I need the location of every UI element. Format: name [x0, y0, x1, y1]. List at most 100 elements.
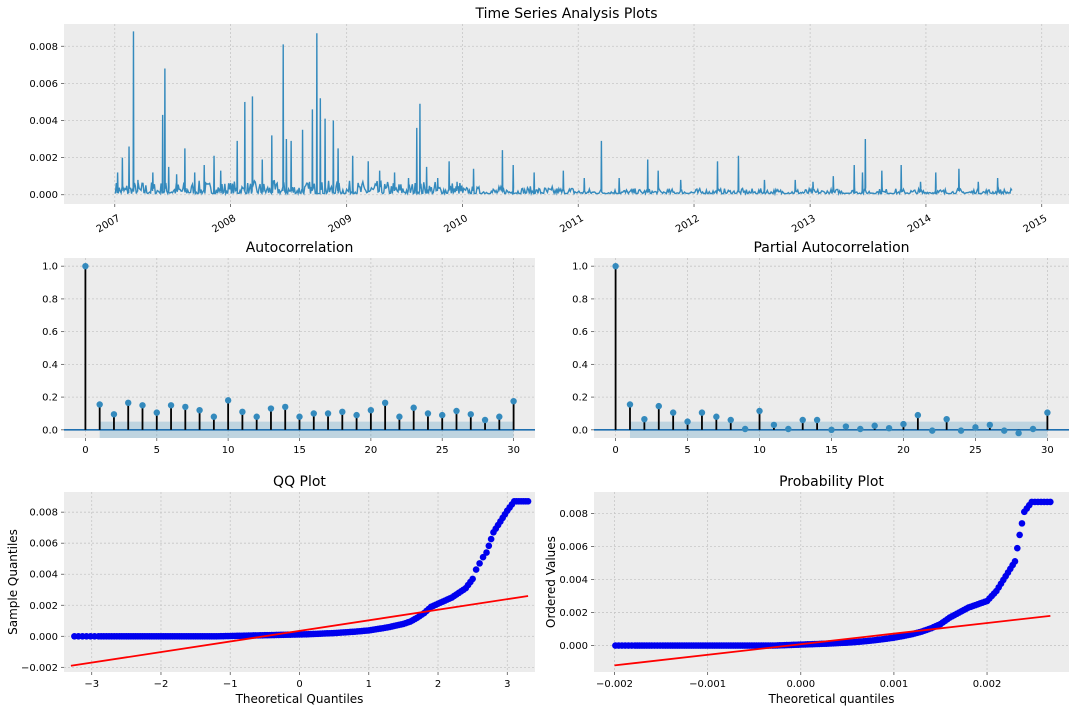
acf-marker	[296, 413, 303, 420]
acf-marker	[282, 403, 289, 411]
prob-xlabel: Theoretical quantiles	[767, 692, 894, 706]
acf-marker	[324, 410, 332, 417]
pacf-marker	[626, 401, 634, 408]
pacf-marker	[972, 424, 979, 431]
qq-ytick-label: −0.002	[21, 663, 58, 674]
pacf-marker	[1044, 409, 1051, 416]
prob-point	[1014, 544, 1021, 552]
acf-marker	[267, 405, 275, 412]
acf-title: Autocorrelation	[246, 240, 354, 256]
acf-marker	[396, 413, 403, 420]
qq-xtick-label: 0	[296, 679, 302, 690]
qq-xtick-label: −3	[84, 679, 99, 690]
ts-xtick-label: 2007	[95, 213, 123, 235]
pacf-xtick-label: 5	[684, 445, 690, 456]
pacf-marker	[1001, 427, 1008, 434]
acf-ytick-label: 0.0	[42, 425, 58, 436]
pacf-marker	[842, 423, 850, 430]
acf-ytick-label: 0.8	[42, 294, 58, 305]
ts-ytick-label: 0.000	[29, 190, 58, 201]
ts-xtick-label: 2009	[327, 213, 355, 235]
acf-marker	[167, 402, 175, 409]
qq-point	[524, 498, 532, 505]
prob-xtick-label: 0.001	[880, 679, 909, 690]
ts-xtick-label: 2015	[1022, 213, 1050, 235]
acf-marker	[339, 408, 346, 416]
pacf-marker	[1029, 425, 1037, 433]
pacf-xtick-label: 10	[753, 445, 766, 456]
pacf-marker	[741, 425, 749, 433]
ts-ytick-label: 0.008	[29, 42, 58, 53]
prob-ytick-label: 0.006	[559, 542, 588, 553]
acf-marker	[310, 410, 317, 417]
pacf-ytick-label: 0.0	[572, 425, 588, 436]
pacf-marker	[885, 424, 893, 432]
acf-marker	[381, 399, 389, 407]
ts-title: Time Series Analysis Plots	[474, 6, 657, 22]
pacf-title: Partial Autocorrelation	[753, 240, 909, 256]
qq-point	[472, 566, 480, 573]
prob-ytick-label: 0.008	[559, 509, 588, 520]
acf-marker	[367, 406, 375, 414]
acf-ytick-label: 0.4	[42, 360, 58, 371]
acf-xtick-label: 20	[364, 445, 377, 456]
pacf-marker	[799, 416, 806, 424]
prob-ylabel: Ordered Values	[544, 536, 558, 628]
pacf-marker	[986, 421, 994, 429]
ts-ytick-label: 0.006	[29, 79, 58, 90]
acf-marker	[96, 401, 103, 408]
qq-point	[487, 535, 495, 543]
acf-ytick-label: 0.2	[42, 393, 58, 404]
pacf-ytick-label: 0.4	[572, 360, 588, 371]
pacf-marker	[655, 402, 662, 410]
qq-point	[469, 575, 476, 583]
prob-ytick-label: 0.002	[559, 608, 588, 619]
pacf-ytick-label: 0.6	[572, 327, 588, 338]
qq-ytick-label: 0.008	[29, 508, 58, 519]
pacf-marker	[943, 415, 950, 423]
pacf-xtick-label: 15	[825, 445, 838, 456]
acf-ytick-label: 1.0	[42, 262, 58, 273]
prob-fit-line	[614, 614, 1051, 667]
pacf-marker	[857, 425, 864, 433]
acf-marker	[410, 404, 417, 411]
acf-xtick-label: 25	[436, 445, 449, 456]
prob-xtick-label: −0.002	[596, 679, 633, 690]
qq-xtick-label: 2	[435, 679, 441, 690]
qq-xtick-label: −2	[154, 679, 169, 690]
acf-marker	[481, 416, 489, 424]
pacf-marker	[1015, 429, 1022, 437]
ts-xtick-label: 2008	[211, 213, 239, 235]
qq-xtick-label: 1	[366, 679, 372, 690]
prob-ytick-label: 0.004	[559, 575, 588, 586]
pacf-marker	[756, 407, 763, 415]
acf-marker	[424, 410, 432, 417]
prob-point	[1018, 520, 1026, 527]
acf-marker	[439, 411, 446, 419]
qq-ytick-label: 0.002	[29, 601, 58, 612]
pacf-ytick-label: 0.2	[572, 393, 588, 404]
pacf-marker	[713, 413, 720, 420]
pacf-marker	[914, 411, 922, 419]
qq-fit-line	[70, 595, 529, 667]
qq-xtick-label: −1	[223, 679, 238, 690]
pacf-marker	[641, 415, 648, 423]
pacf-marker	[813, 416, 821, 424]
pacf-marker	[785, 425, 792, 433]
acf-marker	[239, 408, 246, 416]
prob-title: Probability Plot	[779, 474, 884, 490]
prob-point	[1047, 498, 1054, 506]
ts-series-line	[114, 31, 1013, 197]
pacf-ytick-label: 1.0	[572, 262, 588, 273]
acf-marker	[153, 409, 160, 416]
acf-xtick-label: 10	[222, 445, 235, 456]
acf-marker	[210, 413, 218, 420]
qq-point	[485, 542, 493, 550]
prob-point	[1016, 531, 1023, 539]
acf-marker	[82, 262, 89, 270]
qq-ytick-label: 0.006	[29, 539, 58, 550]
ts-xtick-label: 2014	[906, 213, 934, 235]
qq-ytick-label: 0.000	[29, 632, 58, 643]
acf-marker	[353, 411, 360, 419]
